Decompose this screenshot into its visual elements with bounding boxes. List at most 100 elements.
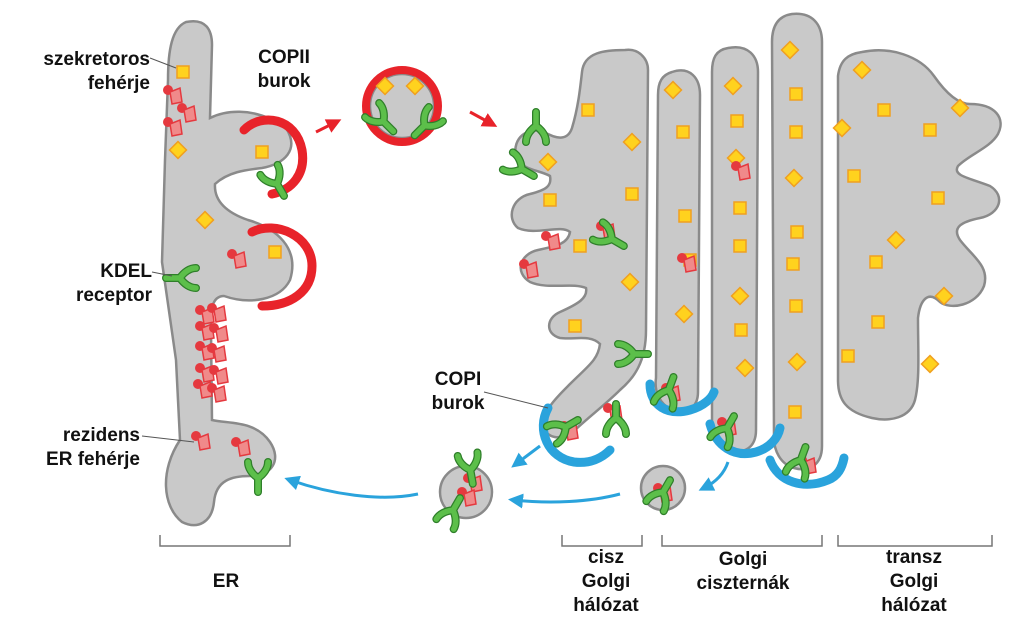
secretory-protein xyxy=(877,103,891,117)
region-brackets xyxy=(159,535,993,547)
secretory-protein xyxy=(581,103,595,117)
kdel-receptor xyxy=(432,494,464,534)
kdel-receptors xyxy=(162,99,810,534)
copii-coats xyxy=(239,66,442,311)
label-copi-coat: COPI burok xyxy=(431,369,485,414)
secretory-protein xyxy=(735,358,755,378)
secretory-protein xyxy=(723,76,743,96)
secretory-protein xyxy=(730,114,744,128)
resident-er-protein xyxy=(163,85,183,105)
forward-arrow xyxy=(315,119,342,134)
resident-er-protein xyxy=(191,431,211,451)
secretory-protein xyxy=(195,210,215,230)
secretory-protein xyxy=(832,118,852,138)
secretory-protein xyxy=(730,286,750,306)
kdel-receptor xyxy=(361,99,398,136)
secretory-protein xyxy=(405,76,425,96)
secretory-protein xyxy=(573,239,587,253)
secretory-protein xyxy=(789,87,803,101)
label-cis-golgi-network: cisz Golgi hálózat xyxy=(573,547,639,616)
secretory-protein xyxy=(789,299,803,313)
label-trans-golgi-network: transz Golgi hálózat xyxy=(881,547,947,616)
label-resident-er-protein: rezidens ER fehérje xyxy=(46,425,140,470)
kdel-receptor xyxy=(649,372,678,413)
trans-golgi-network xyxy=(836,49,1002,421)
resident-er-protein xyxy=(207,303,227,323)
leader-line xyxy=(149,57,177,69)
copii-coat xyxy=(247,223,317,311)
golgi-cisterna-3 xyxy=(770,12,824,471)
secretory-protein xyxy=(676,125,690,139)
secretory-protein xyxy=(538,152,558,172)
secretory-protein xyxy=(543,193,557,207)
label-kdel-receptor: KDEL receptor xyxy=(75,261,152,306)
secretory-protein xyxy=(923,123,937,137)
kdel-receptor xyxy=(522,108,550,146)
resident-er-protein xyxy=(209,365,229,385)
secretory-protein xyxy=(789,125,803,139)
resident-er-protein xyxy=(163,117,183,137)
retrograde-arrow xyxy=(698,461,730,491)
region-bracket xyxy=(159,535,291,547)
secretory-protein xyxy=(847,169,861,183)
secretory-protein xyxy=(726,148,746,168)
region-bracket xyxy=(661,535,823,547)
golgi-cisterna-1 xyxy=(654,69,702,413)
secretory-protein xyxy=(568,319,582,333)
secretory-protein xyxy=(733,239,747,253)
kdel-receptor xyxy=(498,148,538,180)
region-bracket xyxy=(561,535,643,547)
copi-coat xyxy=(765,453,849,489)
kdel-receptor xyxy=(602,400,630,438)
secretory-protein xyxy=(733,201,747,215)
secretory-protein xyxy=(375,76,395,96)
kdel-receptor xyxy=(453,448,482,488)
resident-er-protein xyxy=(207,343,227,363)
label-leader-lines xyxy=(141,57,549,443)
kdel-receptor xyxy=(542,416,582,448)
resident-er-protein xyxy=(207,383,227,403)
secretory-protein xyxy=(268,245,282,259)
secretory-protein xyxy=(255,145,269,159)
kdel-receptor xyxy=(410,103,447,140)
secretory-protein xyxy=(784,168,804,188)
resident-er-protein xyxy=(209,323,229,343)
secretory-protein xyxy=(886,230,906,250)
secretory-protein xyxy=(852,60,872,80)
resident-er-protein xyxy=(519,259,539,279)
secretory-protein xyxy=(734,323,748,337)
retrograde-arrow xyxy=(284,475,419,499)
leader-line xyxy=(141,435,195,443)
secretory-protein xyxy=(869,255,883,269)
copii-coat xyxy=(362,66,442,146)
secretory-protein xyxy=(678,209,692,223)
secretory-protein xyxy=(950,98,970,118)
kdel-receptor xyxy=(162,264,200,292)
secretory-protein xyxy=(674,304,694,324)
secretory-protein xyxy=(780,40,800,60)
retrograde-arrow xyxy=(511,444,541,468)
secretory-protein xyxy=(663,80,683,100)
secretory-protein xyxy=(920,354,940,374)
secretory-protein xyxy=(871,315,885,329)
kdel-receptor xyxy=(642,476,674,516)
secretory-protein xyxy=(168,140,188,160)
secretory-protein xyxy=(625,187,639,201)
resident-er-protein xyxy=(541,231,561,251)
kdel-receptor xyxy=(781,442,810,483)
secretory-cargo xyxy=(168,40,970,419)
secretory-protein xyxy=(787,352,807,372)
resident-er-protein xyxy=(227,249,247,269)
copii-coat xyxy=(239,115,308,199)
retrograde-arrow xyxy=(508,492,621,509)
resident-er-protein xyxy=(231,437,251,457)
kdel-receptor xyxy=(256,160,288,200)
resident-er-protein xyxy=(731,161,751,181)
kdel-receptor xyxy=(706,412,738,452)
secretory-protein xyxy=(176,65,190,79)
label-secretory-protein: szekretoros fehérje xyxy=(43,49,150,94)
secretory-protein xyxy=(620,272,640,292)
kdel-receptor xyxy=(244,458,272,496)
resident-er-protein xyxy=(177,103,197,123)
